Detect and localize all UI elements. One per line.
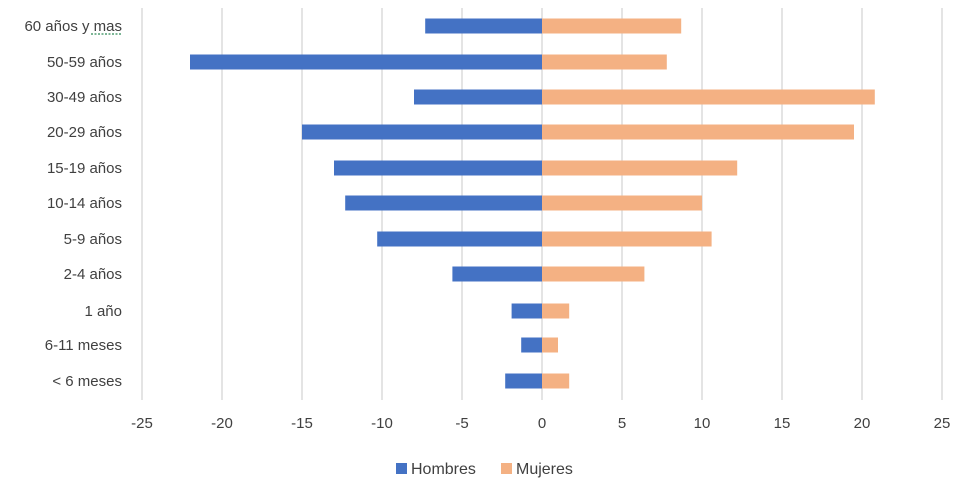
bar-hombres [377,231,542,247]
category-label: 20-29 años [47,124,122,141]
legend: Hombres Mujeres [396,461,573,478]
x-tick-label: 15 [774,415,791,432]
bar-hombres [334,160,542,176]
legend-swatch-hombres [396,463,407,474]
bar-mujeres [542,303,570,319]
bar-hombres [425,18,542,34]
x-tick-label: 5 [618,415,626,432]
bar-mujeres [542,89,875,105]
legend-swatch-mujeres [501,463,512,474]
category-label: 10-14 años [47,195,122,212]
category-label: 2-4 años [64,266,122,283]
x-tick-labels: -25 -20 -15 -10 -5 0 5 10 15 20 25 [131,415,950,432]
bar-mujeres [542,373,570,389]
x-tick-label: -20 [211,415,233,432]
bar-hombres [345,195,542,211]
bar-mujeres [542,231,712,247]
bar-mujeres [542,337,558,353]
category-label: 6-11 meses [45,337,122,354]
bar-hombres [521,337,542,353]
category-labels: 60 años y mas 50-59 años 30-49 años 20-29 a… [24,18,122,390]
legend-label-mujeres: Mujeres [516,461,573,478]
x-tick-label: -5 [455,415,468,432]
category-label: 5-9 años [64,231,122,248]
bar-hombres [190,54,542,70]
x-tick-label: -25 [131,415,153,432]
category-label: 15-19 años [47,160,122,177]
category-label: 1 año [84,303,122,320]
x-tick-label: 20 [854,415,871,432]
bar-hombres [511,303,542,319]
legend-label-hombres: Hombres [411,461,476,478]
x-tick-label: -15 [291,415,313,432]
bar-mujeres [542,266,645,282]
x-tick-label: 10 [694,415,711,432]
bar-mujeres [542,195,702,211]
bar-mujeres [542,160,738,176]
bar-hombres [414,89,542,105]
bar-mujeres [542,18,682,34]
bar-hombres [302,124,542,140]
bar-mujeres [542,124,854,140]
category-label: 50-59 años [47,54,122,71]
bar-hombres [452,266,542,282]
category-label: 60 años y mas [24,18,122,35]
bar-hombres [505,373,542,389]
x-tick-label: -10 [371,415,393,432]
x-tick-label: 25 [934,415,951,432]
category-label: 30-49 años [47,89,122,106]
bars [190,18,875,389]
category-label: < 6 meses [52,373,122,390]
x-tick-label: 0 [538,415,546,432]
bar-mujeres [542,54,667,70]
